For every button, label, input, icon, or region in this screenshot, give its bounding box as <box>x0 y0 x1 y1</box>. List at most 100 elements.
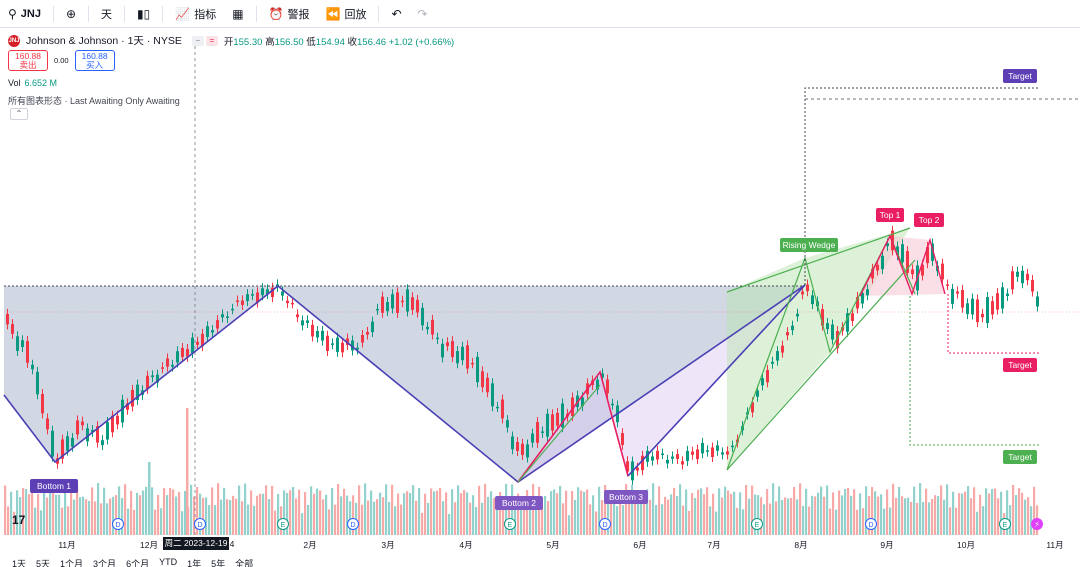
volume-bar <box>274 510 277 535</box>
candle-body <box>176 351 179 363</box>
volume-bar <box>424 493 427 535</box>
volume-bar <box>520 503 523 535</box>
layouts-button[interactable]: ▦ <box>224 0 251 28</box>
candle-body <box>1016 271 1019 277</box>
volume-bar <box>562 503 565 535</box>
range-button[interactable]: 1年 <box>187 559 202 567</box>
range-button[interactable]: YTD <box>159 557 178 567</box>
volume-bar <box>382 497 385 535</box>
volume-bar <box>1018 488 1021 535</box>
range-button[interactable]: 6个月 <box>126 559 150 567</box>
volume-bar <box>790 497 793 535</box>
volume-bar <box>1024 499 1027 535</box>
volume-bar <box>259 493 262 535</box>
candle-body <box>501 399 504 419</box>
chart-type-button[interactable]: ▮▯ <box>129 0 158 28</box>
range-button[interactable]: 5天 <box>36 559 51 567</box>
candle-body <box>546 413 549 437</box>
candle-body <box>291 302 294 305</box>
range-button[interactable]: 3个月 <box>93 559 117 567</box>
volume-bar <box>136 492 139 535</box>
candle-body <box>151 375 154 378</box>
volume-bar <box>115 495 118 535</box>
time-axis[interactable]: 11月 12月 4 2月 3月 4月 5月 6月 7月 8月 9月 10月 11… <box>0 537 1080 551</box>
range-button[interactable]: 全部 <box>235 559 254 567</box>
volume-bar <box>241 501 244 535</box>
replay-button[interactable]: ⏪ 回放 <box>318 0 375 28</box>
volume-bar <box>736 507 739 535</box>
volume-bar <box>724 486 727 535</box>
volume-bar <box>358 485 361 535</box>
price-chart[interactable]: Bottom 1 Bottom 2 Bottom 3 Rising Wedge Top … <box>0 29 1080 537</box>
volume-bar <box>997 498 1000 535</box>
volume-bar <box>991 489 994 535</box>
equals-icon[interactable]: = <box>205 35 218 46</box>
symbol-title[interactable]: Johnson & Johnson · 1天 · NYSE <box>26 35 182 47</box>
volume-bar <box>727 490 730 535</box>
target-label-bg <box>1003 450 1037 464</box>
volume-bar <box>751 485 754 535</box>
alert-button[interactable]: ⏰ 警报 <box>261 0 318 28</box>
volume-bar <box>859 493 862 535</box>
candle-body <box>316 330 319 338</box>
range-button[interactable]: 5年 <box>211 559 226 567</box>
target-line <box>909 296 1040 446</box>
volume-bar <box>79 497 82 535</box>
redo-button[interactable]: ↷ <box>410 0 436 28</box>
candle-body <box>206 326 209 338</box>
volume-bar <box>370 490 373 535</box>
symbol-search[interactable]: ⚲ JNJ <box>0 0 49 28</box>
chevron-up-icon: ⌃ <box>15 109 23 118</box>
buy-button[interactable]: 160.88 买入 <box>74 50 115 71</box>
low-label: 低 <box>306 36 316 48</box>
jnj-logo-icon: JNJ <box>8 34 20 47</box>
top-toolbar: ⚲ JNJ ⊕ 天 ▮▯ 📈 指标 ▦ ⏰ 警报 ⏪ 回放 ↶ ↷ <box>0 0 1080 28</box>
patterns-legend[interactable]: 所有图表形态 · Last Awaiting Only Awaiting <box>8 96 180 106</box>
volume-bar <box>427 502 430 535</box>
candle-body <box>451 341 454 358</box>
volume-bar <box>127 508 130 535</box>
undo-button[interactable]: ↶ <box>383 0 409 28</box>
dividend-marker: D <box>602 522 607 529</box>
volume-bar <box>301 513 304 535</box>
volume-bar <box>1015 494 1018 535</box>
compare-button[interactable]: ⊕ <box>58 0 84 28</box>
volume-bar <box>124 484 127 535</box>
range-button[interactable]: 1个月 <box>60 559 84 567</box>
sell-label: 卖出 <box>19 60 37 70</box>
volume-bar <box>157 494 160 535</box>
minus-icon[interactable]: − <box>191 35 204 46</box>
volume-bar <box>460 493 463 535</box>
volume-bar <box>220 499 223 535</box>
volume-bar <box>502 500 505 535</box>
candle-body <box>661 453 664 456</box>
sell-button[interactable]: 160.88 卖出 <box>8 50 48 71</box>
time-axis-label: 2月 <box>303 540 317 550</box>
bottom-2-label: Bottom 2 <box>502 498 536 508</box>
interval-button[interactable]: 天 <box>93 0 120 28</box>
range-button[interactable]: 1天 <box>12 559 27 567</box>
volume-bar <box>919 483 922 535</box>
earnings-marker-bg <box>504 518 516 530</box>
volume-bar <box>712 493 715 535</box>
candle-body <box>751 402 754 413</box>
dividend-marker: D <box>197 522 202 529</box>
volume-bar <box>985 488 988 535</box>
top-1-label: Top 1 <box>880 210 901 220</box>
volume-legend[interactable]: Vol 6.652 M <box>8 78 57 88</box>
collapse-legend-button[interactable]: ⌃ <box>10 108 28 120</box>
volume-bar <box>466 492 469 535</box>
candle-body <box>621 433 624 445</box>
high-label: 高 <box>265 36 275 48</box>
earnings-marker-bg <box>277 518 289 530</box>
candle-body <box>326 335 329 351</box>
volume-bar <box>673 487 676 535</box>
target-line <box>804 87 1040 285</box>
volume-bar <box>340 496 343 535</box>
volume-bar <box>97 483 100 535</box>
volume-bar <box>7 506 10 535</box>
legend-toggles[interactable]: − = <box>191 35 218 46</box>
volume-label: Vol <box>8 78 21 88</box>
tradingview-logo-icon[interactable]: 17 <box>12 513 26 527</box>
indicators-button[interactable]: 📈 指标 <box>167 0 224 28</box>
